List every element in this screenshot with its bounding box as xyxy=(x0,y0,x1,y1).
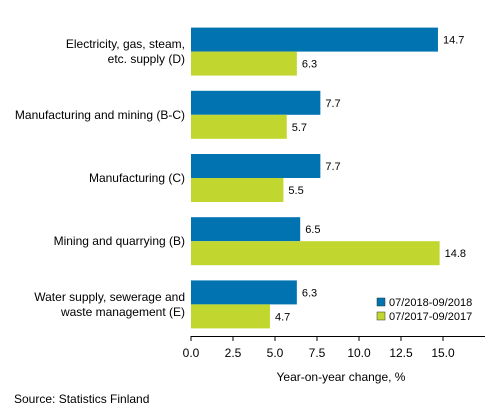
x-tick-label-3: 5.0 xyxy=(267,346,284,360)
bar-series-1-cat-1 xyxy=(191,27,438,52)
x-axis-ticks: 0.0 2.5 5.0 7.5 10.0 12.5 15.0 xyxy=(183,336,455,360)
value-label-series-1-cat-5: 6.3 xyxy=(302,287,317,299)
value-label-series-1-cat-1: 14.7 xyxy=(443,35,464,47)
bars-layer xyxy=(191,27,440,329)
legend: 07/2018-09/2018 07/2017-09/2017 xyxy=(376,297,472,323)
x-tick-label-2: 2.5 xyxy=(225,346,242,360)
bar-series-2-cat-5 xyxy=(191,304,270,329)
value-labels-layer: 14.7 6.3 7.7 5.7 7.7 5.5 6.5 14.8 6.3 4.7 xyxy=(275,35,466,324)
bar-series-2-cat-1 xyxy=(191,51,297,76)
category-label-3: Manufacturing (C) xyxy=(89,171,185,185)
bar-series-2-cat-3 xyxy=(191,178,284,202)
bar-series-1-cat-3 xyxy=(191,154,321,178)
source-note: Source: Statistics Finland xyxy=(14,392,149,406)
legend-label-1: 07/2018-09/2018 xyxy=(389,297,472,309)
category-label-1: Electricity, gas, steam, etc. supply (D) xyxy=(66,37,185,66)
value-label-series-1-cat-4: 6.5 xyxy=(305,224,320,236)
category-label-2: Manufacturing and mining (B-C) xyxy=(15,108,185,122)
bar-series-2-cat-4 xyxy=(191,241,440,266)
bar-series-1-cat-2 xyxy=(191,90,321,115)
x-axis-title: Year-on-year change, % xyxy=(277,370,406,384)
value-label-series-2-cat-4: 14.8 xyxy=(445,248,466,260)
legend-swatch-1 xyxy=(376,297,386,307)
x-tick-label-5: 10.0 xyxy=(347,346,371,360)
x-tick-label-4: 7.5 xyxy=(309,346,326,360)
x-tick-label-7: 15.0 xyxy=(431,346,455,360)
bar-series-1-cat-5 xyxy=(191,280,297,305)
x-tick-label-1: 0.0 xyxy=(183,346,200,360)
value-label-series-1-cat-2: 7.7 xyxy=(325,98,340,110)
category-label-5: Water supply, sewerage and waste manageme… xyxy=(34,290,185,319)
value-label-series-2-cat-3: 5.5 xyxy=(288,185,303,197)
category-labels-layer: Electricity, gas, steam, etc. supply (D) M… xyxy=(15,37,185,319)
bar-series-2-cat-2 xyxy=(191,114,287,139)
x-tick-label-6: 12.5 xyxy=(389,346,413,360)
legend-swatch-2 xyxy=(376,311,386,321)
category-label-4: Mining and quarrying (B) xyxy=(54,234,185,248)
value-label-series-2-cat-2: 5.7 xyxy=(292,122,307,134)
legend-label-2: 07/2017-09/2017 xyxy=(389,311,472,323)
value-label-series-1-cat-3: 7.7 xyxy=(325,161,340,173)
value-label-series-2-cat-5: 4.7 xyxy=(275,311,290,323)
value-label-series-2-cat-1: 6.3 xyxy=(302,59,317,71)
bar-series-1-cat-4 xyxy=(191,217,301,242)
